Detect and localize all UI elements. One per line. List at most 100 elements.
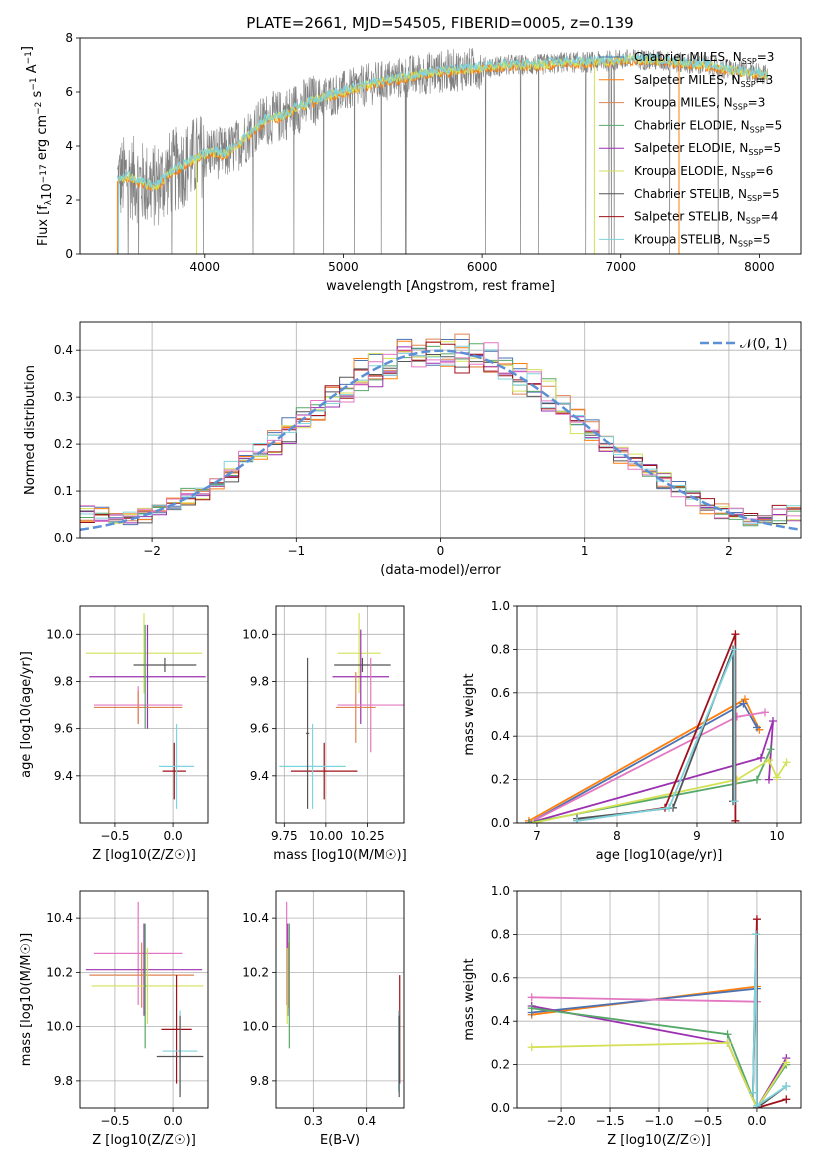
x-tick-label: −0.5: [100, 1114, 129, 1128]
weight-marker: [749, 1088, 758, 1097]
weight-marker: [782, 758, 791, 767]
chart-residuals: −2 −1 0 1 2 0.0 0.1 0.2 0.3 0.4 (data-model)/error…: [23, 321, 802, 578]
y-tick-label: 0.2: [491, 773, 510, 787]
axes-frame: [79, 321, 802, 539]
label-part: ]: [20, 46, 35, 51]
weight-marker: [723, 1038, 732, 1047]
x-tick-label: 1: [581, 544, 589, 558]
legend-part: SSP: [738, 239, 753, 248]
plot-area: [525, 630, 791, 823]
x-tick-label: 0.0: [164, 829, 183, 843]
y-axis-label: Flux [fλ10−17 erg cm−2 s−1 A−1]: [20, 46, 55, 246]
y-axis-label: age [log10(age/yr)]: [19, 651, 34, 778]
y-tick-label: 0.0: [491, 816, 510, 830]
weight-marker: [527, 1043, 536, 1052]
legend-part: Salpeter MILES, N: [634, 73, 741, 87]
weight-marker: [730, 645, 739, 654]
legend-part: SSP: [741, 80, 756, 89]
x-tick-label: 10.00: [309, 829, 343, 843]
axes-frame: [275, 605, 405, 824]
legend-part: SSP: [742, 57, 757, 66]
label-part: −1: [24, 51, 34, 64]
weight-marker: [761, 708, 769, 717]
x-tick-label: 8000: [744, 260, 775, 274]
weight-marker: [525, 819, 533, 823]
y-tick-label: 0.3: [54, 390, 73, 404]
weight-marker: [782, 1082, 791, 1091]
legend-part: SSP: [746, 217, 761, 226]
y-tick-label: 0.4: [54, 343, 73, 357]
axes-frame: [79, 37, 802, 255]
weight-line: [531, 987, 757, 1014]
weight-marker: [766, 745, 775, 754]
weight-marker: [723, 1030, 732, 1039]
chart-age_vs_mass: 9.75 10.00 10.25 9.4 9.6 9.8 10.0 mass [log10(M…: [242, 605, 407, 863]
legend-part: =3: [756, 73, 774, 87]
label-part: λ: [44, 199, 54, 205]
y-tick-label: 9.6: [250, 722, 269, 736]
weight-marker: [765, 775, 773, 784]
y-tick-label: 10.2: [242, 965, 269, 979]
x-axis-label: Z [log10(Z/Z☉)]: [92, 848, 196, 863]
weight-line: [576, 649, 734, 820]
weight-line: [531, 996, 757, 1003]
legend-part: Kroupa STELIB, N: [634, 232, 738, 246]
y-tick-label: 9.8: [250, 674, 269, 688]
label-part: 10: [40, 183, 55, 200]
weight-marker: [753, 723, 761, 732]
legend-part: =4: [761, 210, 779, 224]
y-axis-label: mass weight: [462, 673, 477, 755]
y-tick-label: 9.8: [54, 1074, 73, 1088]
y-tick-label: 0.0: [491, 1101, 510, 1115]
chart-weight_vs_age: 7 8 9 10 0.0 0.2 0.4 0.6 0.8 1.0 age [log10(age/yr…: [462, 599, 802, 863]
weight-marker: [527, 1004, 536, 1013]
weight-marker: [773, 773, 781, 782]
legend-part: SSP: [750, 125, 765, 134]
plot-area: [286, 901, 401, 1098]
weight-marker: [752, 915, 761, 924]
label-part: s: [30, 90, 45, 101]
y-tick-label: 6: [65, 85, 73, 99]
x-tick-label: 0.0: [747, 1114, 766, 1128]
weight-marker: [757, 753, 765, 762]
x-tick-label: −1.0: [644, 1114, 673, 1128]
y-tick-label: 10.0: [242, 627, 269, 641]
figure-title: PLATE=2661, MJD=54505, FIBERID=0005, z=0…: [246, 14, 633, 32]
x-tick-label: 7000: [605, 260, 636, 274]
x-tick-label: −2.0: [546, 1114, 575, 1128]
legend-part: =5: [762, 187, 780, 201]
legend-text: Salpeter ELODIE, NSSP=5: [634, 141, 781, 157]
chart-mass_vs_EBV: 0.3 0.4 9.8 10.0 10.2 10.4 E(B-V): [242, 890, 405, 1148]
y-tick-label: 9.6: [54, 722, 73, 736]
weight-marker: [782, 1095, 791, 1104]
y-tick-label: 0: [65, 247, 73, 261]
x-tick-label: 10.25: [350, 829, 384, 843]
plot-area: [527, 915, 791, 1108]
chart-age_vs_Z: −0.5 0.0 9.4 9.6 9.8 10.0 Z [log10(Z/Z☉)] age […: [19, 605, 209, 863]
y-tick-label: 10.0: [46, 627, 73, 641]
weight-marker: [751, 930, 760, 939]
legend-part: Salpeter ELODIE, N: [634, 141, 748, 155]
legend-part: Chabrier STELIB, N: [634, 187, 747, 201]
legend-part: SSP: [733, 103, 748, 112]
legend-part: SSP: [747, 194, 762, 203]
y-tick-label: 8: [65, 31, 73, 45]
label-part: −2: [34, 102, 44, 115]
axes-frame: [516, 890, 802, 1109]
x-tick-label: 0: [437, 544, 445, 558]
legend-part: =3: [748, 96, 766, 110]
residual-histogram: [80, 341, 801, 524]
x-tick-label: −0.5: [100, 829, 129, 843]
legend-part: Kroupa ELODIE, N: [634, 164, 741, 178]
plot-area: [85, 901, 204, 1098]
legend-part: =5: [763, 141, 781, 155]
y-tick-label: 9.4: [250, 769, 269, 783]
y-axis-label: Normed distribution: [23, 365, 38, 495]
legend-part: Chabrier MILES, N: [634, 50, 742, 64]
chart-weight_vs_Z: −2.0 −1.5 −1.0 −0.5 0.0 0.0 0.2 0.4 0.6 0.8 1.0 Z […: [462, 884, 802, 1148]
y-tick-label: 4: [65, 139, 73, 153]
x-tick-label: −0.5: [693, 1114, 722, 1128]
y-tick-label: 0.0: [54, 531, 73, 545]
legend-part: SSP: [741, 171, 756, 180]
